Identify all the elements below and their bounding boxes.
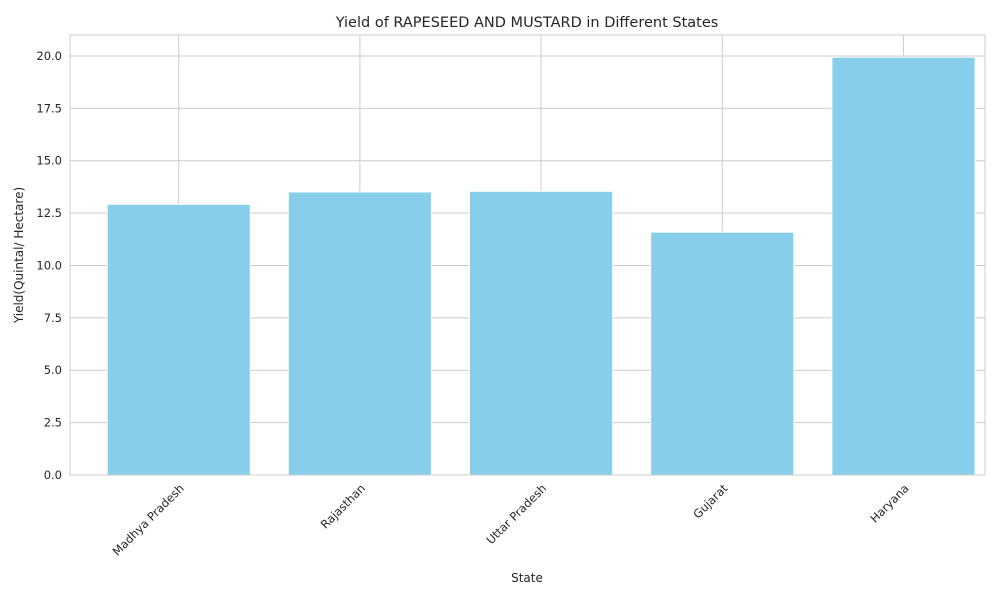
y-tick-label: 7.5 bbox=[44, 311, 62, 325]
bar-madhya-pradesh bbox=[106, 203, 251, 476]
x-tick-layer: Madhya Pradesh Rajasthan Uttar Pradesh Guja… bbox=[110, 481, 912, 559]
y-tick-label: 20.0 bbox=[36, 49, 62, 63]
bar-rajasthan bbox=[287, 191, 432, 476]
bar-haryana bbox=[831, 56, 976, 476]
bar-gujarat bbox=[650, 231, 795, 476]
y-tick-label: 12.5 bbox=[36, 206, 62, 220]
y-tick-label: 15.0 bbox=[36, 154, 62, 168]
y-tick-label: 0.0 bbox=[44, 468, 62, 482]
x-tick-label: Rajasthan bbox=[318, 481, 368, 531]
x-tick-label: Gujarat bbox=[690, 481, 730, 521]
x-tick-label: Madhya Pradesh bbox=[110, 481, 187, 558]
bar-uttar-pradesh bbox=[469, 190, 614, 476]
chart-title: Yield of RAPESEED AND MUSTARD in Differe… bbox=[335, 15, 719, 31]
y-tick-label: 2.5 bbox=[44, 416, 62, 430]
x-tick-label: Uttar Pradesh bbox=[483, 481, 549, 547]
x-axis-label: State bbox=[511, 571, 543, 585]
y-tick-layer: 0.0 2.5 5.0 7.5 10.0 12.5 15.0 17.5 20.0 bbox=[36, 49, 62, 482]
y-tick-label: 5.0 bbox=[44, 363, 62, 377]
x-tick-label: Haryana bbox=[867, 481, 911, 525]
bar-layer bbox=[106, 56, 976, 476]
y-axis-label: Yield(Quintal/ Hectare) bbox=[12, 187, 26, 324]
y-tick-label: 17.5 bbox=[36, 101, 62, 115]
plot-frame bbox=[69, 34, 986, 476]
y-tick-label: 10.0 bbox=[36, 258, 62, 272]
